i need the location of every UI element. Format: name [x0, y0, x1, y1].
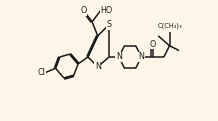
Text: N: N — [116, 53, 122, 61]
Text: O: O — [149, 40, 156, 49]
Text: HO: HO — [100, 6, 113, 15]
Text: S: S — [106, 20, 112, 29]
Text: Cl: Cl — [38, 68, 46, 77]
Text: N: N — [95, 62, 101, 71]
Text: C(CH₃)₃: C(CH₃)₃ — [157, 22, 182, 29]
Text: N: N — [138, 53, 144, 61]
Text: O: O — [80, 6, 87, 15]
